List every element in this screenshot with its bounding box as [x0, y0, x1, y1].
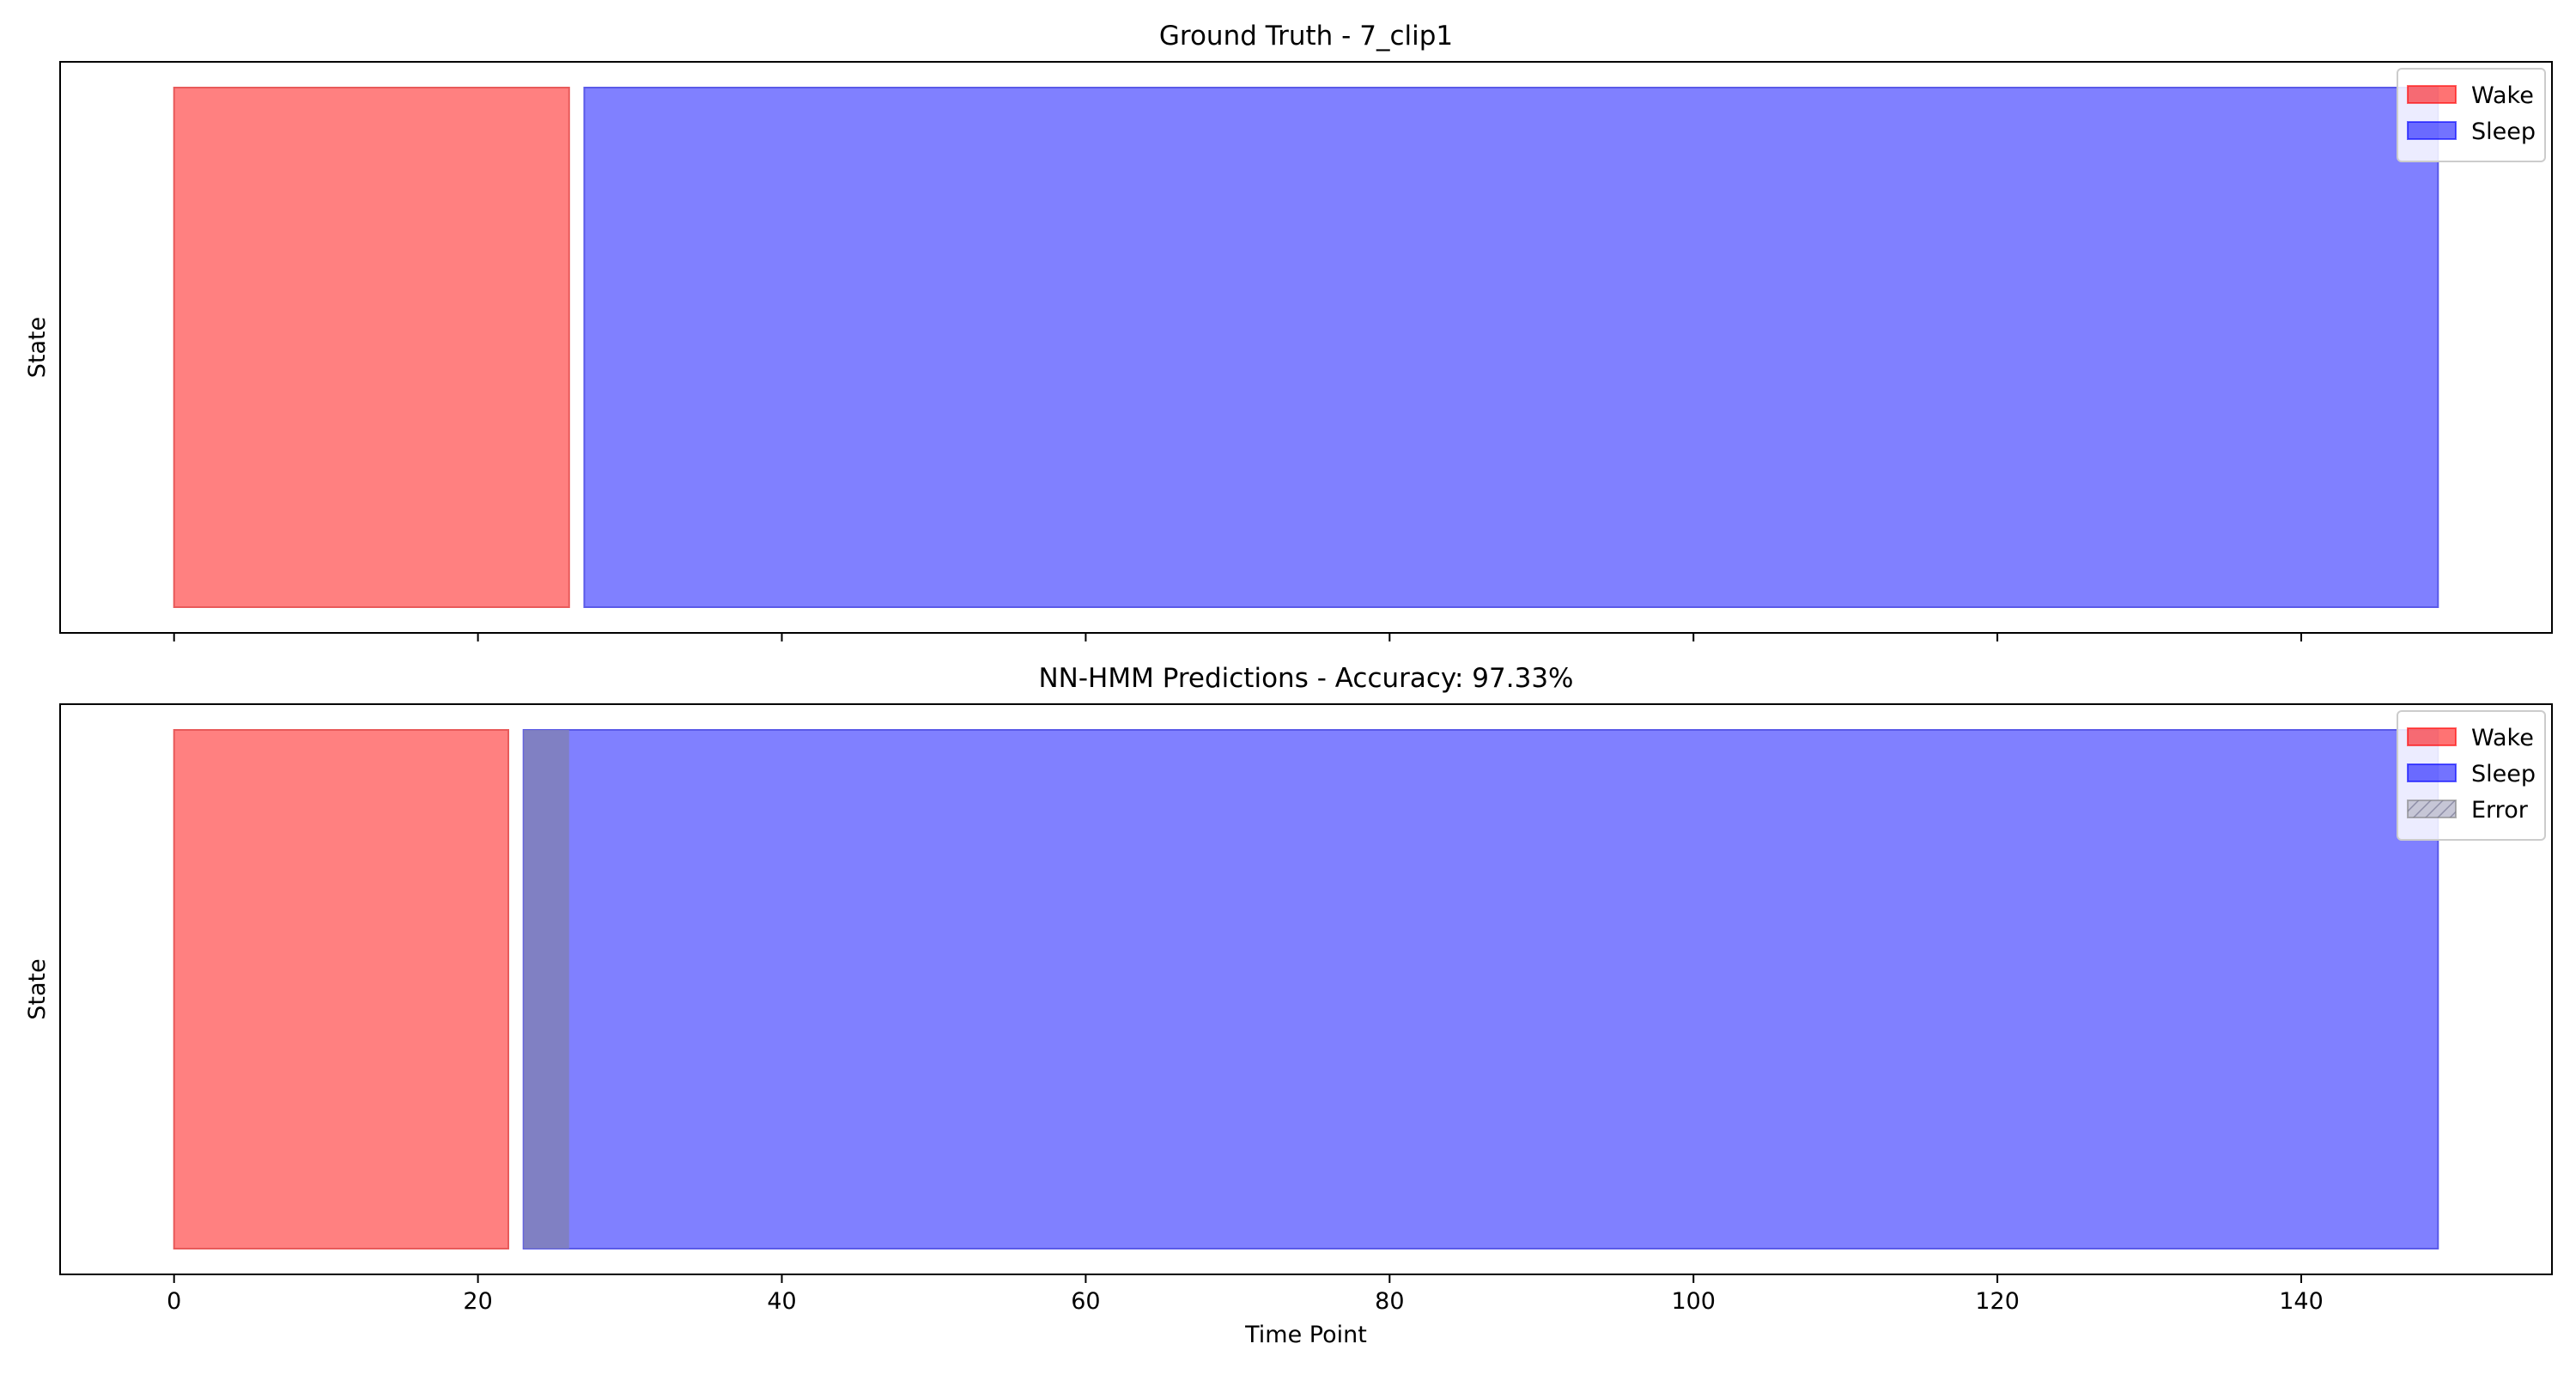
y-axis-label: State: [24, 958, 51, 1019]
legend-swatch-wake: [2407, 727, 2457, 746]
chart-panel-2: NN-HMM Predictions - Accuracy: 97.33% 0 20…: [24, 663, 2553, 1348]
x-tick-label: 20: [463, 1288, 492, 1315]
legend-label-sleep: Sleep: [2471, 119, 2536, 145]
error-region: [523, 730, 569, 1249]
legend: Wake Sleep Error: [2397, 710, 2546, 841]
segment-wake: [173, 729, 510, 1249]
legend-swatch-wake: [2407, 85, 2457, 104]
x-tick-label: 120: [1975, 1288, 2020, 1315]
chart-title: NN-HMM Predictions - Accuracy: 97.33%: [1038, 663, 1573, 694]
legend-label-sleep: Sleep: [2471, 761, 2536, 787]
x-tick-label: 80: [1375, 1288, 1404, 1315]
segment-sleep: [583, 87, 2439, 608]
legend-label-wake: Wake: [2471, 82, 2534, 109]
x-tick-label: 40: [767, 1288, 796, 1315]
segment-wake: [173, 87, 570, 608]
legend-swatch-error: [2407, 799, 2457, 818]
legend-swatch-sleep: [2407, 763, 2457, 782]
x-tick-label: 60: [1071, 1288, 1100, 1315]
legend-label-error: Error: [2471, 797, 2529, 824]
charts-container: Ground Truth - 7_clip1StateWakeSleepNN-H…: [24, 21, 2553, 1348]
x-tick-label: 100: [1671, 1288, 1716, 1315]
legend-label-wake: Wake: [2471, 725, 2534, 751]
x-tick-label: 0: [167, 1288, 181, 1315]
segment-sleep: [522, 729, 2439, 1249]
chart-title: Ground Truth - 7_clip1: [1159, 21, 1453, 52]
x-axis-label: Time Point: [1244, 1322, 1367, 1348]
plot-frame: [59, 61, 2553, 634]
y-axis-label: State: [24, 317, 51, 378]
legend: Wake Sleep: [2397, 68, 2546, 162]
plot-frame: [59, 703, 2553, 1275]
chart-panel-1: Ground Truth - 7_clip1 State Wake Sleep: [24, 21, 2553, 641]
legend-swatch-sleep: [2407, 121, 2457, 140]
x-tick-label: 140: [2279, 1288, 2324, 1315]
